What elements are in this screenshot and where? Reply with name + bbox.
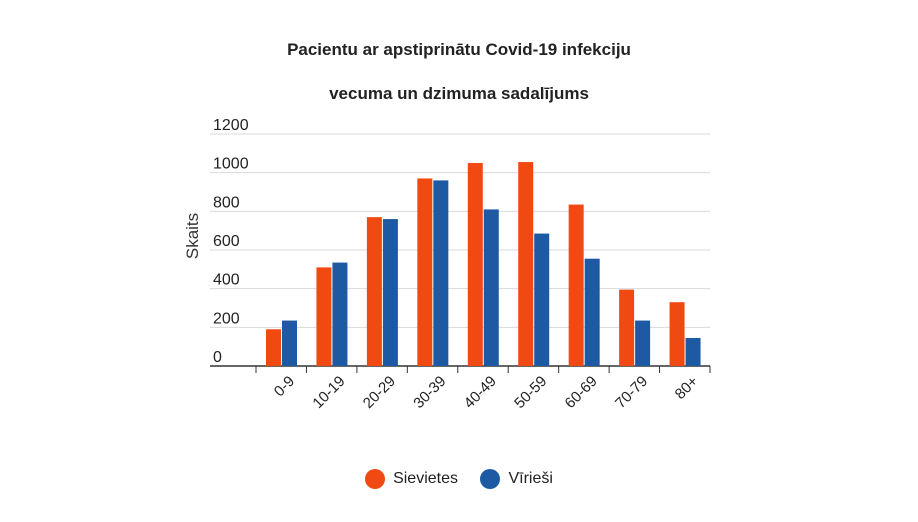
bar-vīrieši-20-29 <box>382 219 398 366</box>
y-tick-label-600: 600 <box>213 233 240 250</box>
legend-swatch-viriesi <box>480 469 501 489</box>
bar-sievietes-70-79 <box>619 289 635 366</box>
legend-swatch-sievietes <box>365 469 386 489</box>
x-tick-label-0-9: 0-9 <box>271 373 298 400</box>
bar-vīrieši-30-39 <box>433 180 449 366</box>
bar-sievietes-10-19 <box>316 267 332 366</box>
y-tick-label-400: 400 <box>213 272 240 289</box>
bar-sievietes-80+ <box>669 302 685 366</box>
y-axis-title: Skaits <box>183 213 202 259</box>
x-tick-label-60-69: 60-69 <box>562 373 601 412</box>
bar-vīrieši-10-19 <box>332 262 348 366</box>
bar-sievietes-60-69 <box>568 204 584 366</box>
x-tick-label-10-19: 10-19 <box>309 373 348 412</box>
y-tick-label-200: 200 <box>213 310 240 327</box>
bar-vīrieši-60-69 <box>584 258 600 366</box>
x-tick-label-20-29: 20-29 <box>360 373 399 412</box>
bar-sievietes-0-9 <box>266 329 281 366</box>
x-tick-label-50-59: 50-59 <box>511 373 550 412</box>
legend-label-sievietes: Sievietes <box>393 470 458 487</box>
legend-item-viriesi: Vīrieši <box>480 469 553 489</box>
x-tick-label-30-39: 30-39 <box>410 373 449 412</box>
bar-vīrieši-80+ <box>685 337 701 366</box>
bar-sievietes-40-49 <box>467 163 483 366</box>
chart-title-line1: Pacientu ar apstiprinātu Covid-19 infekc… <box>287 40 631 59</box>
bar-vīrieši-70-79 <box>635 320 651 366</box>
y-tick-label-1200: 1200 <box>213 117 249 134</box>
y-tick-label-0: 0 <box>213 349 222 366</box>
x-tick-label-70-79: 70-79 <box>612 373 651 412</box>
x-tick-label-40-49: 40-49 <box>461 373 500 412</box>
bar-vīrieši-40-49 <box>483 209 499 366</box>
bar-sievietes-50-59 <box>518 162 534 366</box>
bar-vīrieši-50-59 <box>534 233 550 366</box>
legend-label-viriesi: Vīrieši <box>508 470 553 487</box>
bar-sievietes-30-39 <box>417 178 433 366</box>
y-tick-label-1000: 1000 <box>213 156 249 173</box>
legend: Sievietes Vīrieši <box>0 469 918 494</box>
x-tick-label-80+: 80+ <box>672 373 702 403</box>
y-tick-label-800: 800 <box>213 194 240 211</box>
chart-title-line2: vecuma un dzimuma sadalījums <box>329 84 589 103</box>
bar-vīrieši-0-9 <box>282 320 297 366</box>
legend-item-sievietes: Sievietes <box>365 469 458 489</box>
bar-sievietes-20-29 <box>366 217 382 366</box>
